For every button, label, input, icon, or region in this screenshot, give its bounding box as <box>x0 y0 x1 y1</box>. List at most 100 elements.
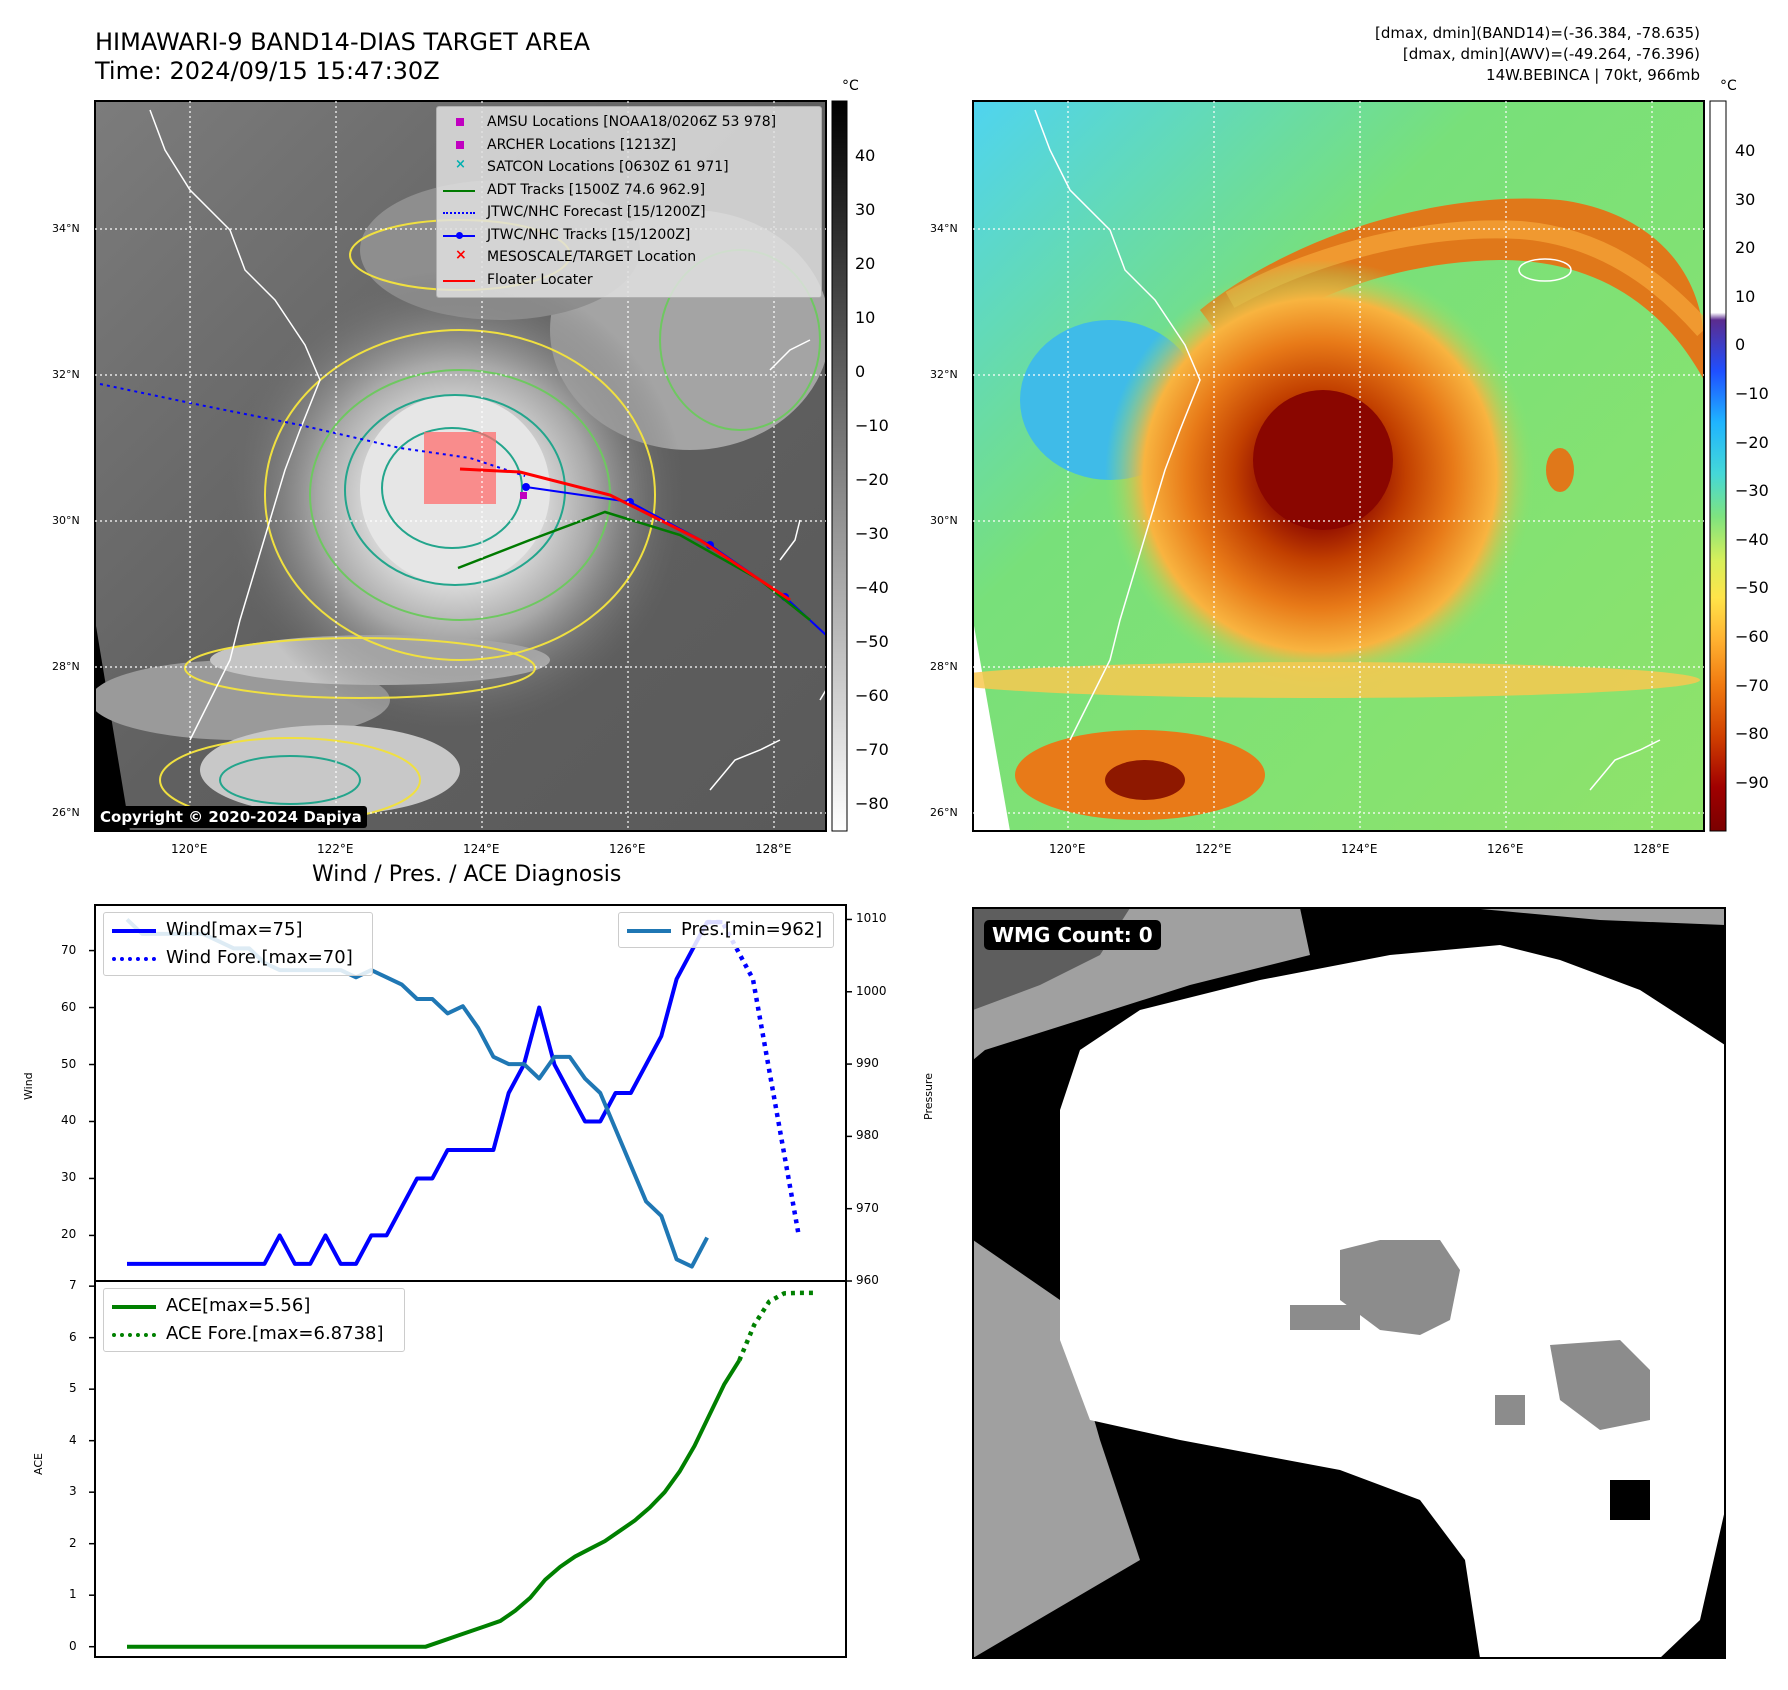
ir-lon-label-122: 122°E <box>317 842 354 856</box>
diagnosis-title: Wind / Pres. / ACE Diagnosis <box>312 862 622 887</box>
ir-lon-label-126: 126°E <box>609 842 646 856</box>
ir-map-legend: AMSU Locations [NOAA18/0206Z 53 978] ARCH… <box>436 106 822 298</box>
ir-lat-label-30: 30°N <box>52 514 80 527</box>
ace-tick-label: 6 <box>69 1329 77 1344</box>
wind-tick-label: 40 <box>61 1113 77 1128</box>
wind-legend: Wind[max=75] Wind Fore.[max=70] <box>103 912 373 976</box>
colorbar-tick-label: −60 <box>855 686 889 705</box>
pressure-tick-label: 980 <box>856 1128 879 1143</box>
legend-entry: × MESOSCALE/TARGET Location <box>443 247 815 268</box>
colorbar-tick-label: −30 <box>1735 481 1769 501</box>
colorbar-tick-label: 30 <box>1735 189 1756 209</box>
colorbar-tick-label: −10 <box>855 416 889 435</box>
colorbar-tick-label: 10 <box>855 308 876 327</box>
stats-awv: [dmax, dmin](AWV)=(-49.264, -76.396) <box>1402 45 1700 63</box>
figure-title: HIMAWARI-9 BAND14-DIAS TARGET AREA <box>95 28 591 56</box>
legend-label: ARCHER Locations [1213Z] <box>487 136 677 153</box>
enh-lat-label-34: 34°N <box>930 222 958 235</box>
wind-forecast-series-line <box>707 919 801 1236</box>
ace-tick-label: 1 <box>69 1587 77 1602</box>
colorbar-tick-label: 10 <box>1735 286 1756 306</box>
legend-swatch: × <box>455 247 467 263</box>
colorbar-tick-label: −20 <box>855 470 889 489</box>
colorbar-tick-label: −50 <box>1735 578 1769 598</box>
legend-entry: ADT Tracks [1500Z 74.6 962.9] <box>443 181 815 201</box>
enh-lat-label-30: 30°N <box>930 514 958 527</box>
wind-tick-label: 30 <box>61 1170 77 1185</box>
wind-tick-label: 20 <box>61 1227 77 1242</box>
chart-legend-label: Wind Fore.[max=70] <box>166 947 353 968</box>
legend-swatch <box>443 184 477 198</box>
pressure-tick-label: 970 <box>856 1200 879 1215</box>
chart-legend-swatch <box>112 929 156 933</box>
copyright-label: Copyright © 2020-2024 Dapiya <box>95 806 367 828</box>
wind-tick-label: 70 <box>61 942 77 957</box>
ir-lon-label-128: 128°E <box>755 842 792 856</box>
chart-legend-label: Wind[max=75] <box>166 919 303 940</box>
enh-lon-label-124: 124°E <box>1341 842 1378 856</box>
ace-tick-label: 7 <box>69 1278 77 1293</box>
legend-swatch <box>443 139 477 153</box>
pressure-tick-label: 1000 <box>856 983 887 998</box>
legend-swatch <box>443 206 477 220</box>
wind-series-line <box>127 920 723 1266</box>
wmg-panel <box>973 908 1725 1658</box>
ir-lat-label-34: 34°N <box>52 222 80 235</box>
ace-legend: ACE[max=5.56] ACE Fore.[max=6.8738] <box>103 1288 405 1352</box>
chart-legend-swatch <box>627 929 671 933</box>
enh-lon-label-128: 128°E <box>1633 842 1670 856</box>
ace-tick-label: 0 <box>69 1638 77 1653</box>
enh-lon-label-120: 120°E <box>1049 842 1086 856</box>
ir-colorbar-unit: °C <box>842 78 859 94</box>
pressure-tick-label: 960 <box>856 1273 879 1287</box>
colorbar-tick-label: 20 <box>855 254 876 273</box>
colorbar-tick-label: 0 <box>1735 335 1746 355</box>
ir-lat-label-26: 26°N <box>52 806 80 819</box>
chart-legend-label: ACE Fore.[max=6.8738] <box>166 1323 384 1344</box>
chart-legend-label: ACE[max=5.56] <box>166 1295 311 1316</box>
storm-info: 14W.BEBINCA | 70kt, 966mb <box>1486 66 1700 84</box>
ir-colorbar <box>831 100 848 832</box>
legend-swatch <box>443 274 477 288</box>
colorbar-tick-label: 0 <box>855 362 866 381</box>
ir-lat-label-32: 32°N <box>52 368 80 381</box>
legend-label: Floater Locater <box>487 271 593 288</box>
legend-entry: ARCHER Locations [1213Z] <box>443 136 815 156</box>
ir-lon-label-124: 124°E <box>463 842 500 856</box>
legend-swatch: × <box>455 157 466 172</box>
chart-legend-swatch <box>112 957 156 961</box>
colorbar-tick-label: 40 <box>1735 141 1756 160</box>
colorbar-tick-label: 40 <box>855 146 876 165</box>
enh-lat-label-32: 32°N <box>930 368 958 381</box>
pressure-tick-label: 990 <box>856 1056 879 1071</box>
colorbar-tick-label: −70 <box>1735 675 1769 695</box>
colorbar-tick-label: 30 <box>855 200 876 219</box>
enh-colorbar-unit: °C <box>1720 78 1737 94</box>
ir-lon-label-120: 120°E <box>171 842 208 856</box>
enhanced-map-panel <box>973 101 1704 831</box>
chart-legend-swatch <box>112 1305 156 1309</box>
colorbar-tick-label: −70 <box>855 740 889 759</box>
colorbar-tick-label: −60 <box>1735 627 1769 646</box>
stats-band14: [dmax, dmin](BAND14)=(-36.384, -78.635) <box>1375 24 1700 42</box>
ace-forecast-series-line <box>737 1290 814 1362</box>
ace-tick-label: 4 <box>69 1432 77 1447</box>
colorbar-tick-label: −80 <box>1735 724 1769 744</box>
legend-entry: JTWC/NHC Tracks [15/1200Z] <box>443 226 815 246</box>
legend-swatch <box>443 229 477 243</box>
colorbar-tick-label: −50 <box>855 632 889 651</box>
legend-label: JTWC/NHC Forecast [15/1200Z] <box>487 204 706 220</box>
enh-lat-label-26: 26°N <box>930 806 958 819</box>
enh-lon-label-126: 126°E <box>1487 842 1524 856</box>
legend-entry: JTWC/NHC Forecast [15/1200Z] <box>443 203 815 223</box>
wind-tick-label: 50 <box>61 1056 77 1071</box>
legend-label: AMSU Locations [NOAA18/0206Z 53 978] <box>487 114 777 130</box>
enhanced-map-frame <box>972 100 1705 832</box>
legend-label: ADT Tracks [1500Z 74.6 962.9] <box>487 181 706 198</box>
colorbar-tick-label: 20 <box>1735 238 1756 258</box>
legend-swatch <box>443 116 477 130</box>
wmg-frame <box>972 907 1726 1659</box>
enhanced-map-gridlines <box>973 101 1704 831</box>
legend-label: SATCON Locations [0630Z 61 971] <box>487 159 729 175</box>
